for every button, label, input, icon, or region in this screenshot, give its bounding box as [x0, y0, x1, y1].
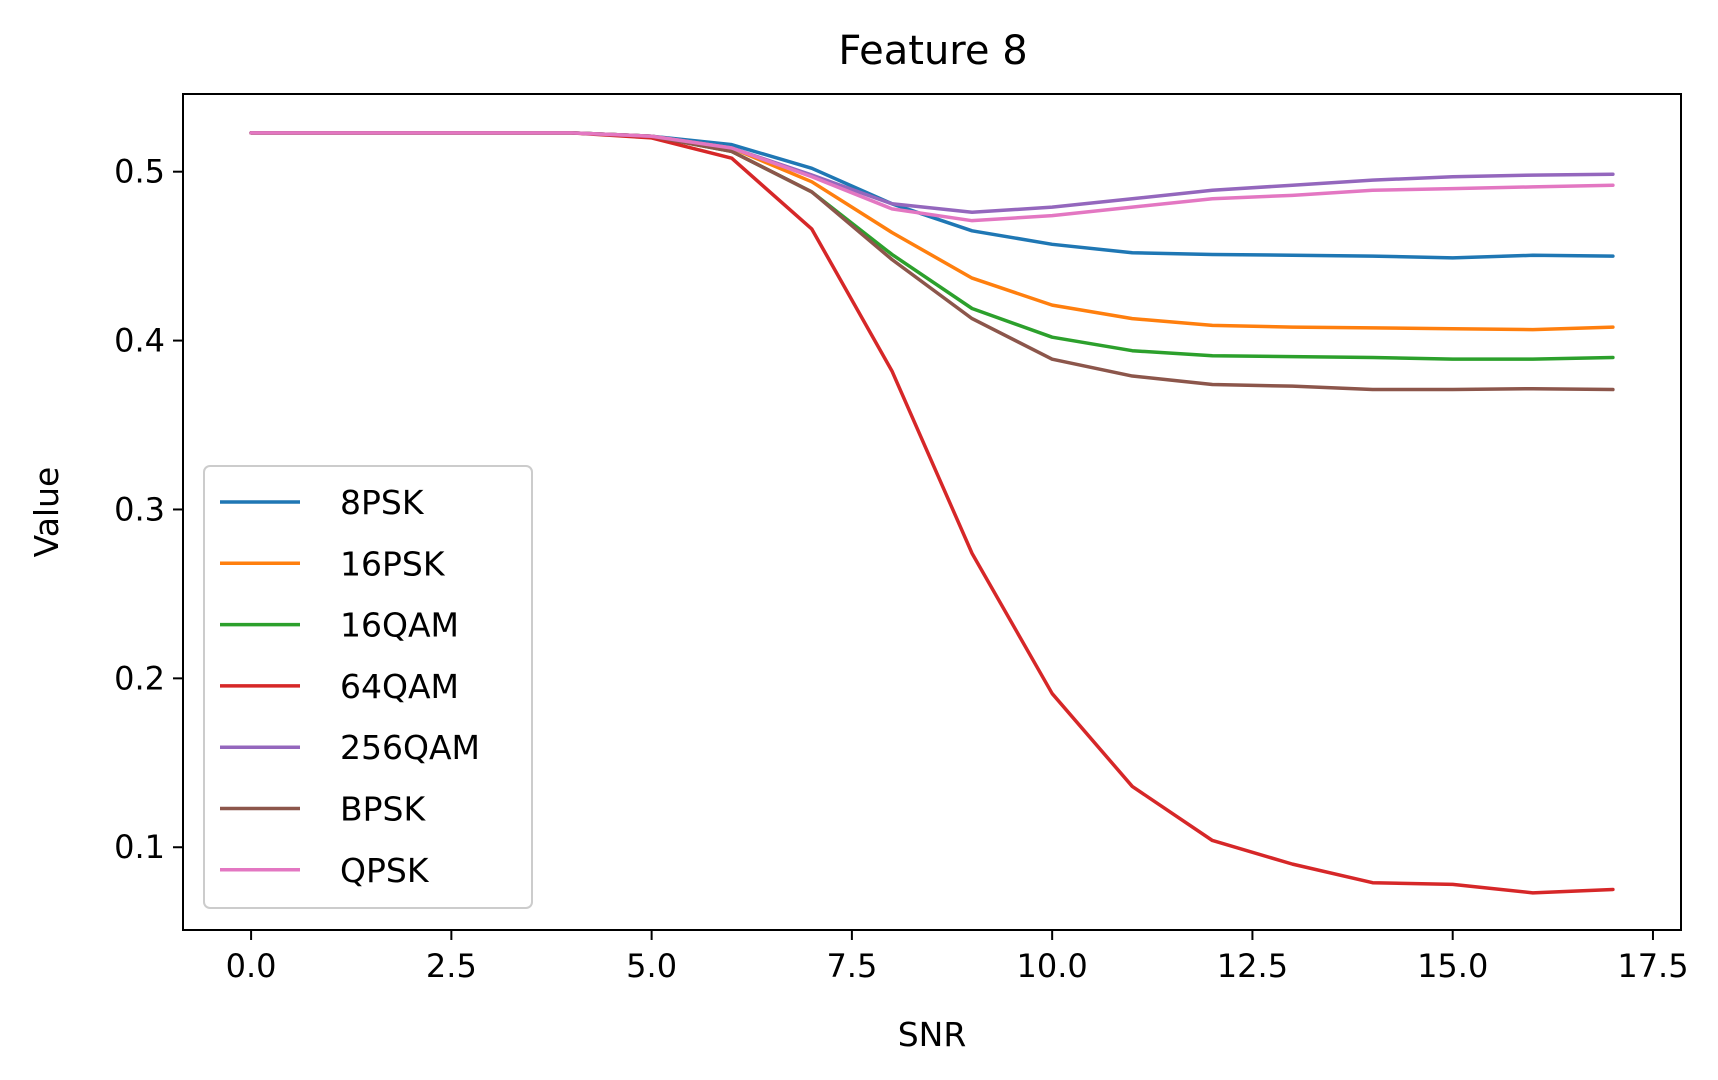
chart-title: Feature 8 — [838, 28, 1027, 74]
y-tick-label: 0.5 — [114, 153, 165, 191]
x-tick-label: 17.5 — [1617, 947, 1688, 985]
legend-label-16qam: 16QAM — [340, 606, 459, 645]
x-tick-label: 7.5 — [826, 947, 877, 985]
legend-items: 8PSK 16PSK 16QAM 64QAM 256QAM BPSK QPSK — [220, 483, 480, 890]
series-line-qpsk — [249, 131, 1615, 223]
y-tick-label: 0.3 — [114, 490, 165, 528]
x-tick-label: 0.0 — [226, 947, 277, 985]
y-axis-label: Value — [27, 467, 66, 558]
y-axis: 0.1 0.2 0.3 0.4 0.5 — [114, 153, 183, 866]
x-axis: 0.0 2.5 5.0 7.5 10.0 12.5 15.0 17.5 — [226, 930, 1689, 985]
legend: 8PSK 16PSK 16QAM 64QAM 256QAM BPSK QPSK — [203, 465, 533, 909]
series-layer — [249, 131, 1615, 895]
y-tick-label: 0.1 — [114, 828, 165, 866]
x-tick-label: 12.5 — [1217, 947, 1288, 985]
x-tick-label: 5.0 — [626, 947, 677, 985]
plot-area: 0.0 2.5 5.0 7.5 10.0 12.5 15.0 17.5 0.10.20.30.… — [114, 93, 1689, 985]
legend-label-64qam: 64QAM — [340, 667, 459, 706]
legend-label-256qam: 256QAM — [340, 728, 480, 767]
plot-frame — [182, 93, 1682, 931]
y-tick-label: 0.4 — [114, 322, 165, 360]
legend-label-8psk: 8PSK — [340, 483, 425, 522]
x-axis-label: SNR — [898, 1015, 967, 1054]
x-tick-label: 2.5 — [426, 947, 477, 985]
legend-label-qpsk: QPSK — [340, 851, 430, 890]
legend-box — [203, 465, 533, 909]
legend-label-16psk: 16PSK — [340, 544, 446, 583]
x-tick-label: 10.0 — [1017, 947, 1088, 985]
y-tick-label: 0.2 — [114, 659, 165, 697]
x-tick-label: 15.0 — [1417, 947, 1488, 985]
legend-label-bpsk: BPSK — [340, 790, 426, 829]
